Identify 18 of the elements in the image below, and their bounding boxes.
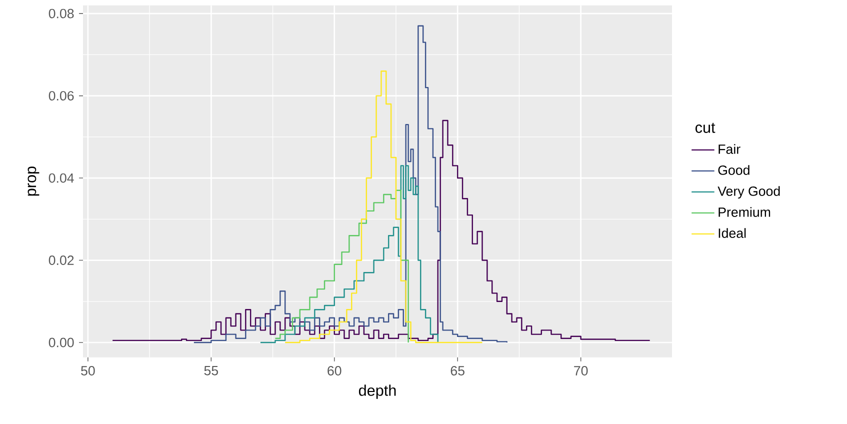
y-tick-label: 0.08 [48,8,74,18]
x-tick-label: 50 [81,366,95,376]
legend-label: Fair [718,144,740,154]
x-tick-label: 55 [204,366,218,376]
y-tick-label: 0.04 [48,173,74,183]
x-tick-label: 65 [450,366,464,376]
x-tick-label: 70 [574,366,588,376]
y-tick-label: 0.06 [48,91,74,101]
legend-label: Very Good [718,186,780,199]
x-axis-title: depth [358,384,396,399]
y-tick-label: 0.02 [48,256,74,265]
legend-label: Premium [718,207,770,217]
y-tick-label: 0.00 [48,338,74,348]
y-axis-title: prop [28,166,40,196]
legend-label: Ideal [718,228,746,238]
legend-title: cut [696,122,716,133]
legend-label: Good [718,165,750,175]
x-tick-label: 60 [328,366,342,376]
